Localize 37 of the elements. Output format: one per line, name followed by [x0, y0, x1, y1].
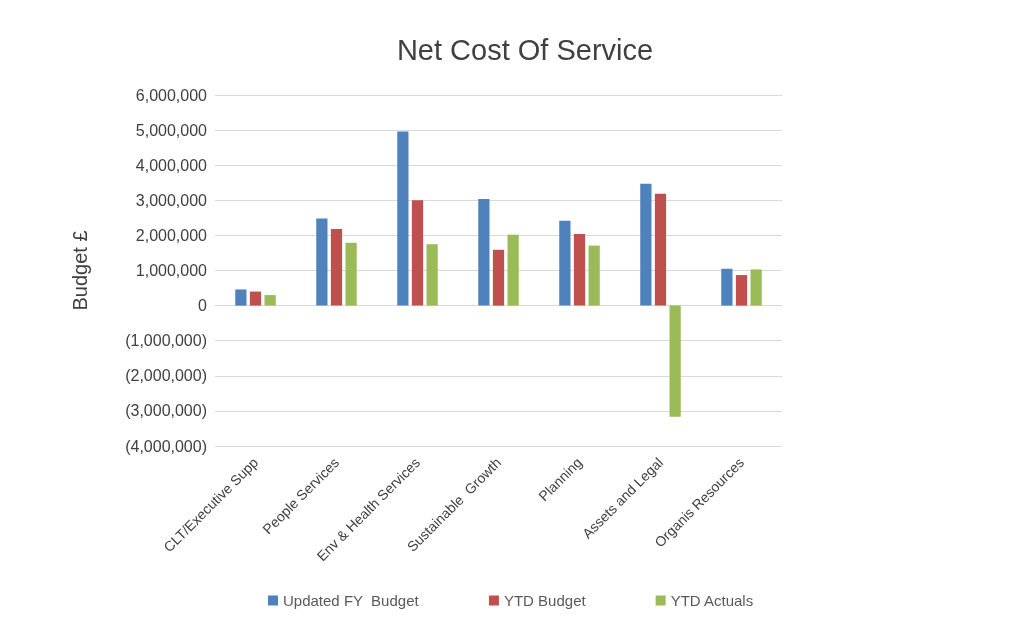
- y-tick-label: 3,000,000: [135, 191, 208, 209]
- bar: [478, 198, 490, 306]
- y-tick-label: (1,000,000): [125, 332, 207, 350]
- bar: [654, 193, 667, 306]
- bar: [397, 131, 409, 306]
- bar: [588, 245, 600, 306]
- bar: [345, 242, 357, 306]
- bar: [411, 200, 424, 306]
- y-tick-label: 5,000,000: [135, 121, 208, 139]
- bar: [235, 289, 247, 306]
- bar: [507, 234, 519, 306]
- bar: [640, 183, 652, 306]
- chart-title: Net Cost Of Service: [396, 33, 654, 66]
- bar: [316, 218, 328, 306]
- bar: [669, 305, 681, 417]
- y-tick-label: 6,000,000: [135, 86, 208, 104]
- legend-label: YTD Actuals: [670, 592, 754, 609]
- legend-label: YTD Budget: [503, 592, 587, 609]
- legend-label: Updated FY Budget: [283, 592, 420, 609]
- bar: [573, 234, 586, 306]
- bar: [249, 291, 262, 306]
- y-tick-label: 0: [198, 297, 208, 315]
- bar: [330, 229, 343, 306]
- bar: [264, 295, 276, 306]
- y-tick-label: (2,000,000): [125, 367, 207, 385]
- bar: [492, 249, 505, 306]
- bar: [721, 268, 733, 306]
- bar: [559, 220, 571, 306]
- y-tick-label: 2,000,000: [135, 226, 208, 244]
- y-tick-label: (4,000,000): [125, 437, 207, 455]
- bar: [735, 275, 748, 306]
- bar: [426, 244, 438, 306]
- y-axis-title: Budget £: [69, 230, 91, 311]
- bar: [750, 269, 762, 306]
- y-tick-label: 1,000,000: [135, 262, 208, 279]
- y-tick-label: (3,000,000): [125, 402, 207, 420]
- y-tick-label: 4,000,000: [135, 156, 208, 174]
